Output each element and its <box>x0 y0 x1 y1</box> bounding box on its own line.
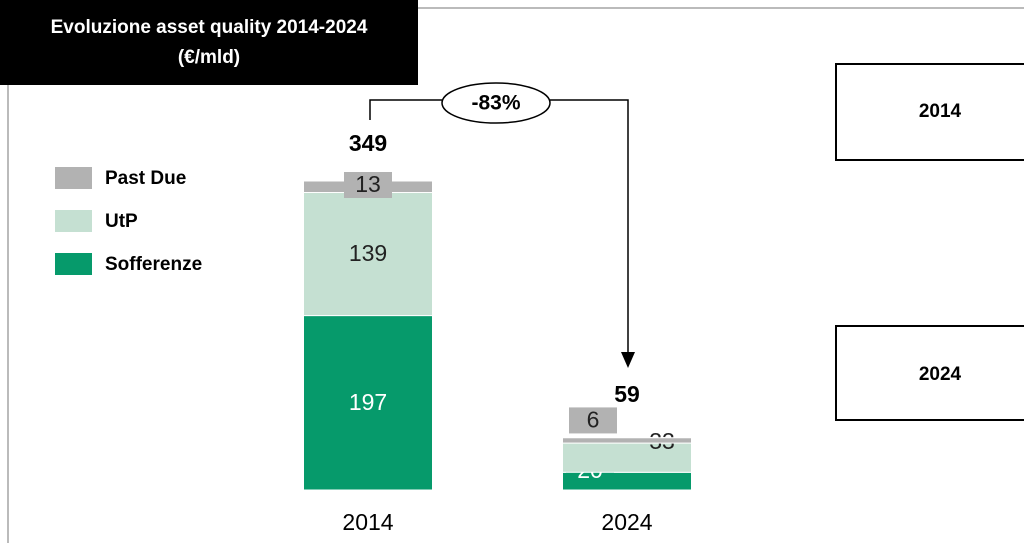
legend-swatch <box>55 167 92 189</box>
legend-swatch <box>55 210 92 232</box>
x-tick-label: 2014 <box>342 509 393 535</box>
legend-label: Past Due <box>105 168 186 189</box>
change-label: -83% <box>471 92 520 115</box>
bar-segment <box>303 315 433 491</box>
bar-segment <box>562 442 692 473</box>
bar-segment <box>562 437 692 444</box>
bar-segment <box>303 192 433 317</box>
legend-label: Sofferenze <box>105 254 202 275</box>
box-label: 2024 <box>919 364 962 385</box>
value-label: 6 <box>587 406 600 432</box>
arrow-head <box>621 352 635 368</box>
box-2014 <box>835 63 1024 161</box>
title: Evoluzione asset quality 2014-2024 (€/ml… <box>0 0 418 85</box>
box-2024 <box>835 325 1024 421</box>
label-bg <box>344 172 392 198</box>
value-label: 139 <box>349 240 387 266</box>
value-label: 197 <box>349 389 387 415</box>
box-label: 2014 <box>919 101 962 122</box>
total-label: 59 <box>614 381 640 407</box>
value-label: 13 <box>355 171 381 197</box>
x-tick-label: 2024 <box>601 509 652 535</box>
label-bg <box>569 407 617 434</box>
change-bubble <box>441 82 551 124</box>
legend-swatch <box>55 253 92 275</box>
legend-label: UtP <box>105 211 138 232</box>
total-label: 349 <box>349 130 387 156</box>
